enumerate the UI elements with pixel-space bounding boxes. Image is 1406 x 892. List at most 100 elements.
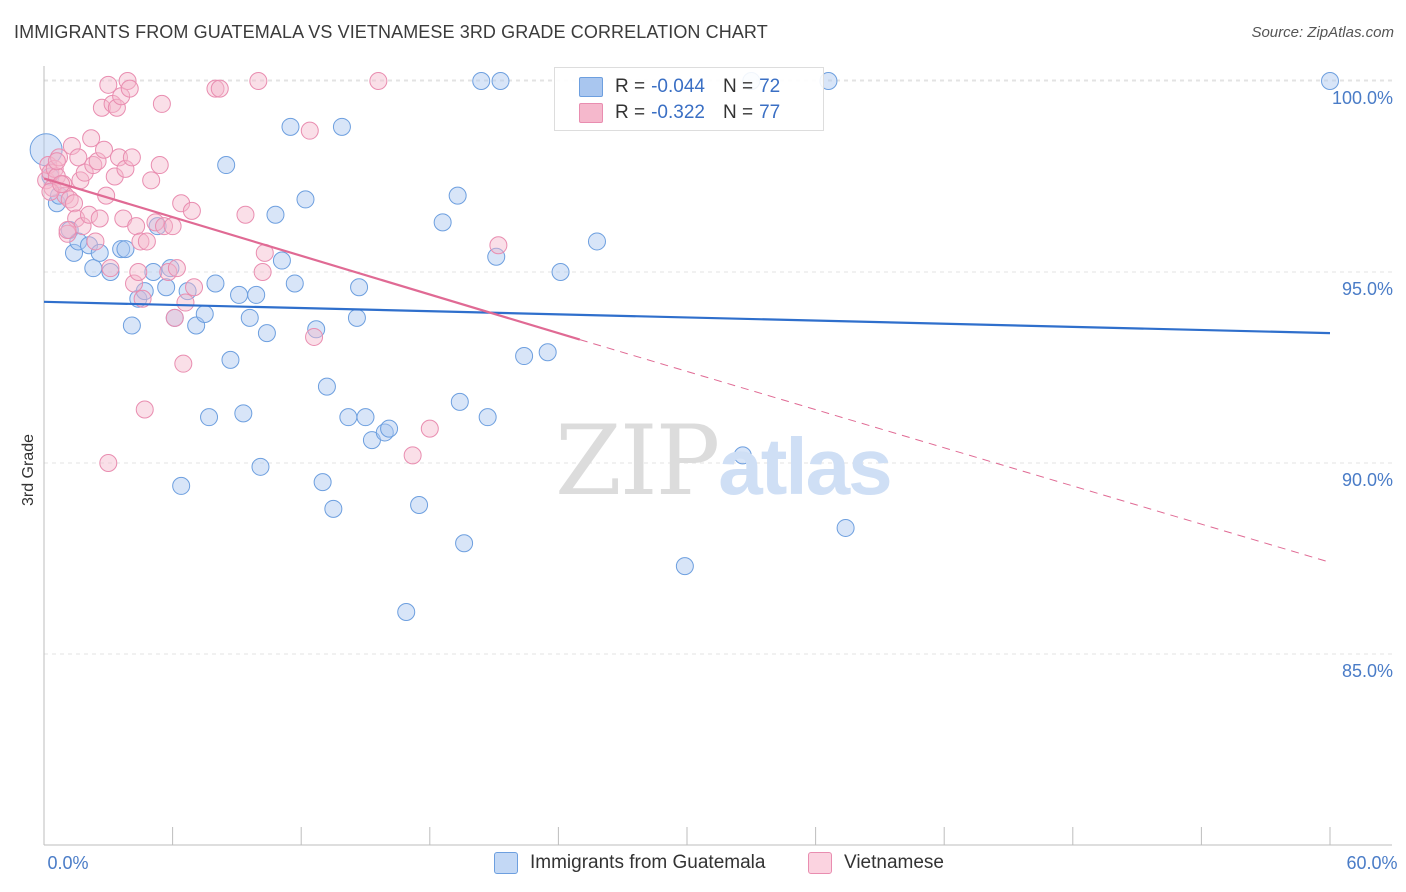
- legend-row-vietnamese: R = -0.322 N = 77: [579, 101, 780, 125]
- correlation-legend: R = -0.044 N = 72 R = -0.322 N = 77: [554, 67, 824, 131]
- guatemala-point: [90, 243, 109, 262]
- vietnamese-point: [107, 98, 126, 117]
- y-axis-label: 3rd Grade: [20, 434, 37, 506]
- y-tick-label: 90.0%: [1342, 470, 1393, 490]
- vietnamese-point: [131, 232, 150, 251]
- watermark-atlas: atlas: [718, 422, 892, 511]
- guatemala-point: [281, 117, 300, 136]
- guatemala-point: [272, 251, 291, 270]
- vietnamese-swatch: [579, 103, 603, 123]
- legend-item-vietnamese[interactable]: Vietnamese: [808, 852, 944, 874]
- guatemala-point: [397, 602, 416, 621]
- vietnamese-point: [489, 236, 508, 255]
- guatemala-point: [84, 259, 103, 278]
- vietnamese-point: [167, 259, 186, 278]
- watermark-zip: ZIP: [555, 405, 720, 517]
- guatemala-point: [356, 408, 375, 427]
- vietnamese-point: [65, 194, 84, 213]
- guatemala-point: [221, 350, 240, 369]
- y-tick-label: 100.0%: [1332, 88, 1393, 108]
- vietnamese-point: [105, 167, 124, 186]
- guatemala-legend-label: Immigrants from Guatemala: [530, 852, 766, 873]
- tick-labels: 85.0% 90.0% 95.0% 100.0% 0.0% 60.0%: [47, 88, 1397, 873]
- guatemala-swatch: [579, 77, 603, 97]
- r-label: R =: [615, 102, 646, 123]
- guatemala-point: [230, 285, 249, 304]
- guatemala-point: [339, 408, 358, 427]
- vietnamese-point: [159, 263, 178, 281]
- vietnamese-point: [403, 446, 422, 465]
- guatemala-point: [195, 305, 214, 324]
- guatemala-point: [551, 263, 570, 281]
- guatemala-point: [733, 446, 752, 465]
- vietnamese-point: [163, 217, 182, 236]
- guatemala-points: [29, 72, 1339, 621]
- source-label: Source: ZipAtlas.com: [1251, 24, 1394, 41]
- guatemala-point: [296, 190, 315, 209]
- vietnamese-point: [45, 159, 64, 178]
- vietnamese-point: [99, 454, 118, 472]
- guatemala-trend-line: [43, 300, 1331, 335]
- vietnamese-point: [420, 419, 439, 438]
- vietnamese-point: [210, 79, 229, 98]
- vietnamese-point: [41, 182, 60, 201]
- n-value: 77: [759, 102, 781, 123]
- guatemala-point: [307, 320, 326, 339]
- vietnamese-point: [182, 201, 201, 220]
- vietnamese-trend-extension: [579, 339, 1331, 563]
- vietnamese-point: [152, 94, 171, 113]
- chart-title: IMMIGRANTS FROM GUATEMALA VS VIETNAMESE …: [14, 22, 768, 42]
- trend-lines: [43, 177, 1331, 563]
- vietnamese-point: [253, 263, 272, 281]
- guatemala-point: [455, 534, 474, 553]
- legend-item-guatemala[interactable]: Immigrants from Guatemala: [494, 852, 765, 874]
- n-value: 72: [759, 76, 781, 97]
- vietnamese-point: [165, 308, 184, 327]
- guatemala-point: [101, 263, 120, 281]
- guatemala-point: [332, 117, 351, 136]
- x-tick-label: 60.0%: [1346, 853, 1397, 873]
- vietnamese-legend-label: Vietnamese: [844, 852, 944, 873]
- vietnamese-point: [99, 75, 118, 94]
- guatemala-point: [157, 278, 176, 297]
- vietnamese-point: [300, 121, 319, 140]
- guatemala-point: [50, 186, 69, 205]
- guatemala-point: [491, 72, 510, 90]
- guatemala-point: [234, 404, 253, 423]
- vietnamese-point: [174, 354, 193, 373]
- y-tick-label: 85.0%: [1342, 661, 1393, 681]
- guatemala-point: [410, 496, 429, 515]
- guatemala-point: [317, 377, 336, 396]
- vietnamese-point: [58, 220, 77, 239]
- guatemala-point: [347, 308, 366, 327]
- vietnamese-point: [116, 159, 135, 178]
- guatemala-point: [285, 274, 304, 293]
- vietnamese-point: [236, 205, 255, 224]
- vietnamese-point: [95, 140, 114, 159]
- vietnamese-point: [101, 259, 120, 278]
- guatemala-legend-swatch: [494, 852, 518, 874]
- y-tick-label: 95.0%: [1342, 279, 1393, 299]
- vietnamese-point: [88, 152, 107, 171]
- guatemala-point: [448, 186, 467, 205]
- guatemala-point: [247, 285, 266, 304]
- vietnamese-point: [185, 278, 204, 297]
- guatemala-point: [122, 316, 141, 335]
- axes: [43, 66, 1392, 846]
- vietnamese-point: [73, 217, 92, 236]
- guatemala-point: [587, 232, 606, 251]
- vietnamese-point: [137, 232, 156, 251]
- guatemala-point: [251, 457, 270, 476]
- guatemala-point: [217, 156, 236, 175]
- vietnamese-point: [82, 129, 101, 148]
- guatemala-point: [266, 205, 285, 224]
- vietnamese-point: [58, 224, 77, 243]
- watermark: ZIPatlas: [555, 405, 893, 517]
- vietnamese-point: [69, 148, 88, 167]
- vietnamese-point: [86, 232, 105, 251]
- n-label: N =: [722, 102, 754, 123]
- vietnamese-point: [142, 171, 161, 190]
- vietnamese-point: [129, 263, 148, 281]
- guatemala-point: [240, 308, 259, 327]
- vietnamese-point: [133, 289, 152, 308]
